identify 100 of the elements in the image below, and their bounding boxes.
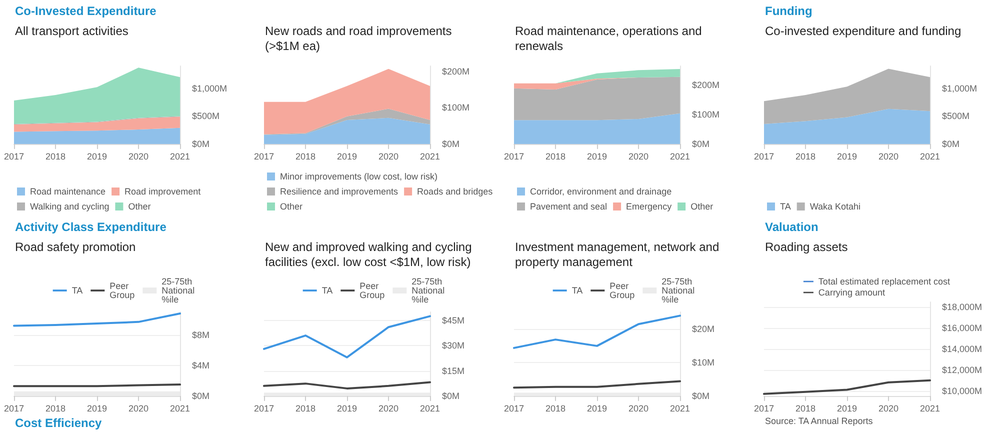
- x-tick-label: 2021: [670, 404, 690, 414]
- y-tick-label: $14,000M: [942, 344, 982, 354]
- x-tick-label: 2018: [545, 152, 566, 162]
- chart-title: Investment management, network and property management: [515, 240, 720, 270]
- legend-label: TA: [572, 286, 583, 296]
- line-series: [763, 379, 931, 395]
- y-tick-label: $200M: [442, 66, 470, 76]
- legend-label: TA: [780, 202, 791, 212]
- legend-label: 25-75th National %ile: [412, 276, 448, 304]
- line-series: [513, 314, 681, 349]
- y-tick-label: $1,000M: [192, 83, 228, 94]
- y-tick-label: $500M: [942, 111, 970, 122]
- legend-label: 25-75th National %ile: [162, 276, 198, 304]
- x-tick-label: 2021: [420, 152, 440, 162]
- legend-label: Pavement and seal: [530, 202, 608, 212]
- legend-label: Corridor, environment and drainage: [530, 186, 672, 196]
- line-series: [263, 381, 431, 390]
- legend-label: 25-75th National %ile: [662, 276, 698, 304]
- x-tick-label: 2021: [920, 404, 940, 414]
- chart-title: Road maintenance, operations and renewals: [515, 24, 703, 54]
- legend-label: Carrying amount: [818, 288, 886, 298]
- x-tick-label: 2019: [586, 404, 608, 414]
- legend-label: Walking and cycling: [30, 202, 110, 212]
- y-tick-label: $30M: [442, 340, 465, 351]
- x-tick-label: 2020: [878, 152, 899, 162]
- legend-label: Other: [280, 202, 303, 212]
- legend-label: Peer Group: [360, 281, 385, 300]
- x-tick-label: 2018: [545, 404, 566, 414]
- x-tick-label: 2018: [295, 404, 316, 414]
- text: Cost Efficiency: [15, 416, 102, 430]
- text: Funding: [765, 4, 812, 20]
- x-tick-label: 2021: [920, 152, 940, 162]
- y-tick-label: $0M: [942, 139, 960, 149]
- x-tick-label: 2020: [628, 404, 649, 414]
- chart-title: New and improved walking and cycling facilities (excl. low cost <$1M, low risk): [265, 240, 473, 270]
- x-tick-label: 2020: [378, 404, 399, 414]
- x-tick-label: 2019: [336, 152, 358, 162]
- y-tick-label: $0M: [442, 139, 460, 149]
- y-tick-label: $100M: [442, 102, 470, 113]
- x-tick-label: 2017: [504, 152, 524, 162]
- x-tick-label: 2018: [45, 404, 66, 414]
- y-tick-label: $0M: [192, 139, 210, 149]
- source-note: Source: TA Annual Reports: [765, 416, 873, 426]
- y-tick-label: $18,000M: [942, 302, 982, 312]
- legend-label: Total estimated replacement cost: [818, 276, 950, 286]
- chart-title: New roads and road improvements (>$1M ea): [265, 24, 453, 54]
- text: Co-Invested Expenditure: [15, 4, 156, 20]
- x-tick-label: 2019: [836, 152, 858, 162]
- chart-title: Road safety promotion: [15, 240, 137, 255]
- legend-label: Road maintenance: [30, 186, 106, 196]
- x-tick-label: 2017: [254, 404, 274, 414]
- y-tick-label: $10,000M: [942, 386, 982, 396]
- legend-label: Waka Kotahi: [810, 202, 861, 212]
- x-tick-label: 2020: [628, 152, 649, 162]
- legend-label: Other: [128, 202, 151, 212]
- y-tick-label: $100M: [692, 110, 720, 120]
- x-tick-label: 2017: [504, 404, 524, 414]
- x-tick-label: 2019: [586, 152, 608, 162]
- line-series: [513, 380, 681, 389]
- y-tick-label: $0M: [692, 139, 710, 149]
- chart-title: Roading assets: [765, 240, 849, 255]
- x-tick-label: 2018: [795, 152, 816, 162]
- y-tick-label: $0M: [692, 391, 710, 401]
- x-tick-label: 2021: [170, 404, 190, 414]
- y-tick-label: $20M: [692, 324, 715, 334]
- legend-label: TA: [72, 286, 83, 296]
- x-tick-label: 2019: [836, 404, 858, 414]
- y-tick-label: $1,000M: [942, 83, 978, 94]
- y-tick-label: $500M: [192, 111, 220, 122]
- text: Valuation: [765, 220, 818, 236]
- x-tick-label: 2019: [86, 152, 108, 162]
- x-tick-label: 2017: [754, 152, 774, 162]
- y-tick-label: $0M: [442, 391, 460, 401]
- y-tick-label: $10M: [692, 357, 715, 368]
- x-tick-label: 2020: [128, 152, 149, 162]
- y-tick-label: $0M: [192, 391, 210, 401]
- y-tick-label: $8M: [192, 330, 210, 340]
- y-tick-label: $15M: [442, 366, 465, 376]
- y-tick-label: $16,000M: [942, 323, 982, 334]
- x-tick-label: 2019: [336, 404, 358, 414]
- x-tick-label: 2017: [4, 404, 24, 414]
- x-tick-label: 2020: [878, 404, 899, 414]
- x-tick-label: 2020: [128, 404, 149, 414]
- line-series: [13, 312, 181, 327]
- legend-label: Peer Group: [110, 281, 135, 300]
- x-tick-label: 2021: [670, 152, 690, 162]
- x-tick-label: 2018: [295, 152, 316, 162]
- legend-label: Other: [690, 202, 714, 212]
- x-tick-label: 2021: [170, 152, 190, 162]
- legend-label: Minor improvements (low cost, low risk): [280, 172, 438, 182]
- y-tick-label: $200M: [692, 80, 720, 90]
- x-tick-label: 2019: [86, 404, 108, 414]
- legend-label: Road improvement: [124, 186, 202, 196]
- legend-label: Resilience and improvements: [280, 186, 399, 196]
- line-series: [263, 315, 431, 358]
- x-tick-label: 2020: [378, 152, 399, 162]
- y-tick-label: $45M: [442, 315, 465, 326]
- text: Activity Class Expenditure: [15, 220, 166, 236]
- legend-label: Roads and bridges: [417, 186, 494, 196]
- legend-label: Peer Group: [610, 281, 635, 300]
